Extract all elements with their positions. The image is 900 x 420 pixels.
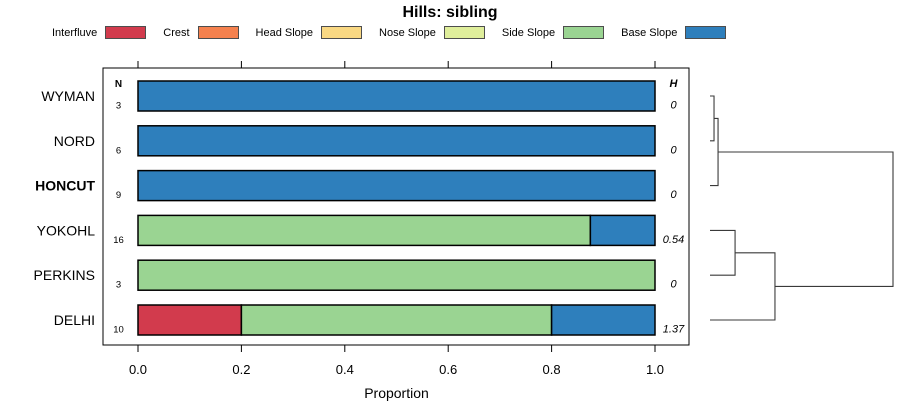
legend-swatch-head-slope [321, 26, 363, 39]
dendrogram-link [710, 252, 776, 321]
x-tick-label: 0.6 [439, 362, 457, 377]
legend-item-head-slope: Head Slope [256, 26, 363, 39]
legend-item-crest: Crest [163, 26, 239, 39]
h-value: 0.54 [663, 234, 684, 246]
legend-item-nose-slope: Nose Slope [379, 26, 485, 39]
row-label-honcut: HONCUT [35, 178, 95, 194]
h-value: 1.37 [663, 324, 685, 336]
h-value: 0 [670, 189, 677, 201]
n-value: 3 [116, 101, 121, 112]
n-value: 3 [116, 280, 121, 291]
legend-item-interfluve: Interfluve [52, 26, 147, 39]
legend-swatch-interfluve [105, 26, 147, 39]
bar-segment-side-slope [137, 214, 592, 247]
legend-swatch-nose-slope [443, 26, 485, 39]
h-value: 0 [670, 144, 677, 156]
legend-label: Nose Slope [379, 26, 436, 39]
n-value: 16 [113, 235, 124, 246]
legend-swatch-base-slope [685, 26, 727, 39]
legend-swatch-crest [197, 26, 239, 39]
row-label-yokohl: YOKOHL [37, 222, 96, 238]
plot-frame [102, 67, 690, 346]
bar-segment-base-slope [137, 125, 656, 157]
h-value: 0 [670, 279, 677, 291]
n-column-header: N [115, 79, 122, 90]
row-label-wyman: WYMAN [41, 88, 95, 104]
n-value: 9 [116, 190, 121, 201]
dendrogram-link [718, 151, 894, 287]
dendrogram-link [710, 95, 715, 142]
row-label-perkins: PERKINS [34, 267, 95, 283]
legend-label: Side Slope [501, 26, 556, 39]
legend-item-side-slope: Side Slope [501, 26, 605, 39]
legend-label: Head Slope [255, 26, 314, 39]
row-label-delhi: DELHI [54, 312, 95, 328]
x-axis-title: Proportion [364, 385, 429, 401]
bar-segment-base-slope [550, 304, 656, 336]
x-tick-label: 0.8 [543, 362, 561, 377]
x-tick-label: 0.4 [336, 362, 354, 377]
x-tick-label: 1.0 [646, 362, 664, 377]
x-tick-label: 0.2 [232, 362, 250, 377]
h-value: 0 [670, 100, 677, 112]
bar-segment-side-slope [137, 259, 656, 291]
chart-title: Hills: sibling [402, 4, 498, 21]
h-column-header: H [670, 78, 679, 90]
dendrogram [710, 95, 894, 321]
row-label-nord: NORD [54, 133, 95, 149]
bar-segment-side-slope [240, 304, 553, 336]
bar-segment-interfluve [137, 304, 243, 336]
legend-label: Interfluve [52, 26, 98, 39]
x-tick-label: 0.0 [129, 362, 147, 377]
legend-label: Crest [163, 26, 190, 39]
dendrogram-link [710, 229, 736, 276]
legend-swatch-side-slope [563, 26, 605, 39]
bar-segment-base-slope [137, 80, 656, 112]
legend: Interfluve Crest Head Slope Nose Slope Side … [52, 26, 727, 39]
bar-segment-base-slope [137, 169, 656, 202]
legend-label: Base Slope [621, 26, 678, 39]
bar-segment-base-slope [589, 214, 656, 247]
n-value: 10 [113, 325, 124, 336]
n-value: 6 [116, 145, 121, 156]
legend-item-base-slope: Base Slope [621, 26, 727, 39]
